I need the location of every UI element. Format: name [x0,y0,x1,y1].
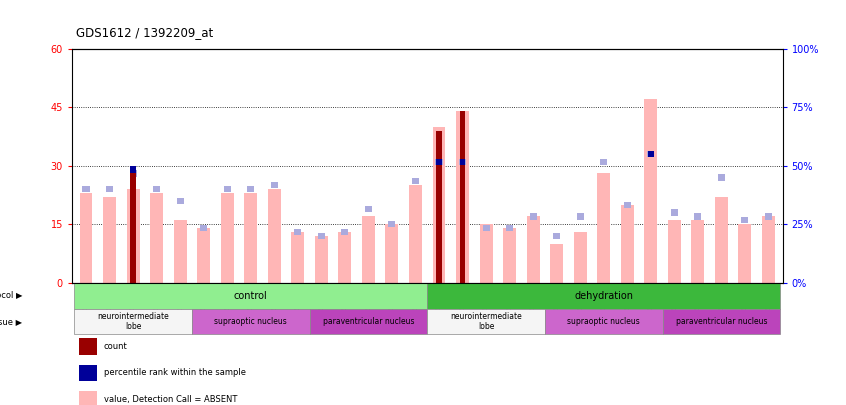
Bar [621,205,634,283]
Bar [103,197,116,283]
Bar [503,228,516,283]
Bar [427,309,545,334]
Text: tissue ▶: tissue ▶ [0,317,22,326]
Bar [268,189,281,283]
Text: supraoptic nucleus: supraoptic nucleus [568,317,640,326]
Bar [527,216,540,283]
Bar [291,232,305,283]
Bar [80,193,92,283]
Bar [386,224,398,283]
Bar [409,185,422,283]
Bar [432,127,446,283]
Bar [574,232,586,283]
Bar [739,224,751,283]
Bar [130,166,136,283]
Bar [550,244,563,283]
Bar [691,220,705,283]
Text: control: control [233,291,267,301]
Bar [74,283,427,309]
Bar [74,309,192,334]
Text: percentile rank within the sample: percentile rank within the sample [104,369,246,377]
Bar [79,365,96,381]
Text: supraoptic nucleus: supraoptic nucleus [214,317,287,326]
Text: paraventricular nucleus: paraventricular nucleus [322,317,415,326]
Bar [597,173,610,283]
Bar [459,111,465,283]
Bar [436,130,442,283]
Bar [192,309,310,334]
Text: protocol ▶: protocol ▶ [0,291,22,300]
Bar [762,216,775,283]
Bar [545,309,662,334]
Bar [310,309,427,334]
Text: value, Detection Call = ABSENT: value, Detection Call = ABSENT [104,395,237,404]
Bar [645,99,657,283]
Bar [480,224,492,283]
Bar [338,232,351,283]
Bar [79,339,96,355]
Text: neurointermediate
lobe: neurointermediate lobe [450,312,522,331]
Bar [715,197,728,283]
Bar [244,193,257,283]
Text: neurointermediate
lobe: neurointermediate lobe [97,312,169,331]
Bar [197,228,210,283]
Bar [221,193,233,283]
Bar [127,189,140,283]
Bar [150,193,163,283]
Bar [362,216,375,283]
Text: GDS1612 / 1392209_at: GDS1612 / 1392209_at [76,26,213,39]
Bar [427,283,780,309]
Bar [456,111,469,283]
Text: dehydration: dehydration [574,291,633,301]
Bar [667,220,681,283]
Bar [662,309,780,334]
Bar [173,220,187,283]
Text: paraventricular nucleus: paraventricular nucleus [676,317,767,326]
Text: count: count [104,342,128,351]
Bar [315,236,327,283]
Bar [79,391,96,405]
